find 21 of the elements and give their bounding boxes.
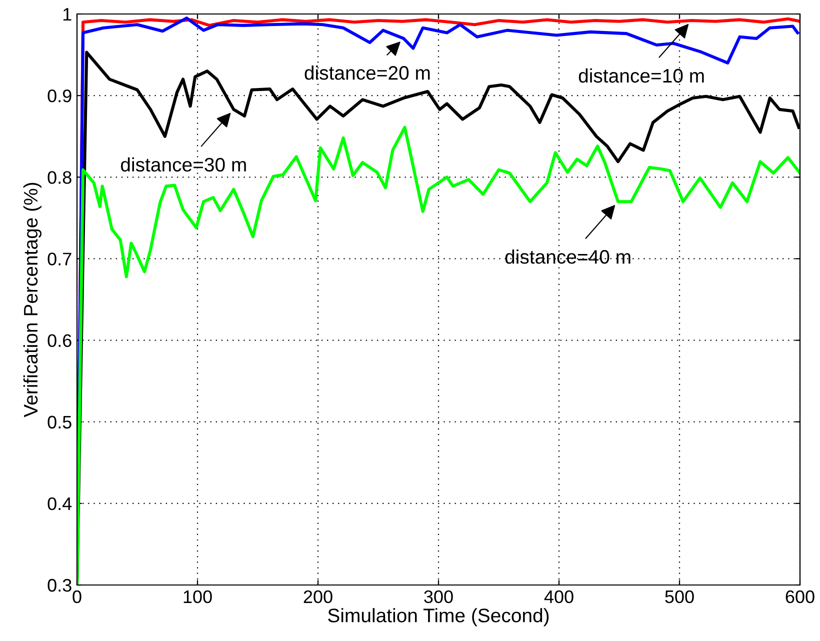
x-tick-label: 100 [184,590,212,604]
annotation: distance=20 m [304,66,430,80]
y-tick-label: 0.8 [48,171,72,184]
x-tick-label: 500 [665,590,694,604]
y-tick-label: 0.5 [48,416,72,429]
y-tick-label: 0.3 [48,578,72,592]
annotation: distance=30 m [120,157,246,172]
x-tick-label: 300 [424,590,453,604]
y-tick-label: 0.9 [48,90,72,102]
y-tick-label: 1 [63,8,72,21]
y-tick-label: 0.4 [48,497,72,510]
annotation: distance=40 m [505,249,630,264]
x-tick-label: 0 [72,590,82,604]
annotation: distance=10 m [578,68,704,83]
x-tick-label: 600 [786,590,814,604]
y-axis-title: Verification Percentage (%) [23,182,42,418]
x-tick-label: 400 [544,590,574,604]
y-tick-label: 0.7 [48,252,72,266]
x-axis-title: Simulation Time (Second) [328,608,549,626]
y-tick-label: 0.6 [48,334,72,348]
x-tick-label: 200 [304,590,332,604]
